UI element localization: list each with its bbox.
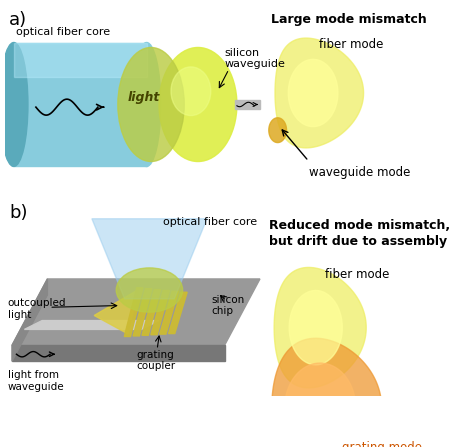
Bar (235, 100, 260, 109)
Polygon shape (289, 291, 342, 365)
Text: optical fiber core: optical fiber core (16, 26, 109, 37)
Polygon shape (288, 59, 338, 127)
Polygon shape (142, 290, 161, 335)
Polygon shape (272, 338, 382, 447)
Ellipse shape (132, 42, 161, 166)
Polygon shape (160, 291, 178, 334)
Ellipse shape (0, 42, 28, 166)
Polygon shape (169, 292, 187, 333)
Polygon shape (92, 219, 207, 299)
Text: fiber mode: fiber mode (319, 38, 383, 51)
Text: Reduced mode mismatch,
but drift due to assembly: Reduced mode mismatch, but drift due to … (269, 219, 450, 248)
Text: grating
coupler: grating coupler (137, 350, 176, 371)
Polygon shape (151, 291, 169, 335)
Text: light from
waveguide: light from waveguide (8, 370, 64, 392)
Polygon shape (133, 289, 152, 336)
Polygon shape (24, 320, 159, 329)
Ellipse shape (159, 47, 237, 161)
Polygon shape (275, 38, 364, 148)
Text: grating mode: grating mode (342, 441, 422, 447)
Ellipse shape (118, 47, 184, 161)
Text: silicon
chip: silicon chip (211, 295, 245, 316)
Bar (14, 42, 146, 77)
Text: silicon
waveguide: silicon waveguide (225, 48, 285, 69)
Polygon shape (274, 267, 366, 388)
Polygon shape (12, 279, 260, 346)
Text: light: light (128, 91, 160, 104)
Text: fiber mode: fiber mode (325, 268, 389, 281)
Text: a): a) (9, 11, 27, 29)
Polygon shape (12, 279, 47, 361)
Polygon shape (94, 290, 138, 334)
Text: outcoupled
light: outcoupled light (8, 299, 66, 320)
Text: Large mode mismatch: Large mode mismatch (271, 13, 426, 26)
Ellipse shape (171, 67, 211, 116)
Ellipse shape (116, 268, 182, 312)
Text: b): b) (9, 204, 28, 222)
Polygon shape (269, 118, 286, 143)
Bar (14, 42, 146, 166)
Polygon shape (285, 363, 356, 447)
Polygon shape (124, 288, 143, 337)
Text: waveguide mode: waveguide mode (309, 165, 410, 179)
Polygon shape (12, 346, 225, 361)
Text: optical fiber core: optical fiber core (163, 217, 257, 227)
